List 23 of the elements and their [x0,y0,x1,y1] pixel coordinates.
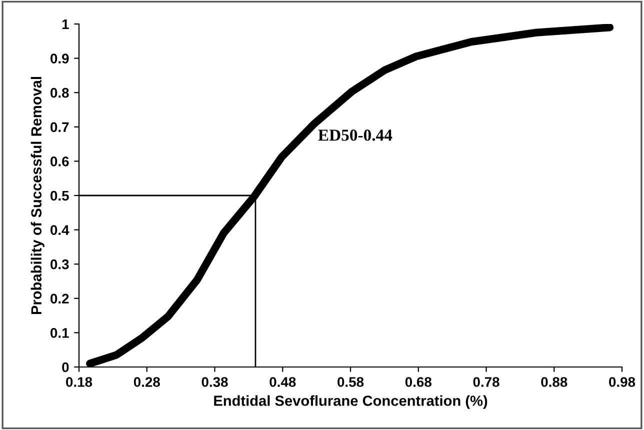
annotation: ED50-0.44 [318,130,392,141]
y-axis-title: Probability of Successful Removal [30,76,44,314]
y-tick-label: 0.8 [50,88,69,98]
y-tick-label: 0.1 [50,328,69,338]
y-tick-label: 0.2 [50,294,69,304]
y-tick-label: 0.7 [50,122,69,132]
x-axis-title: Endtidal Sevoflurane Concentration (%) [214,395,488,409]
y-tick-label: 0.4 [50,225,70,235]
x-tick-label: 0.78 [473,377,500,387]
y-tick-label: 0.9 [50,54,69,64]
y-tick-label: 1 [62,19,69,30]
y-tick-label: 0.5 [50,190,69,201]
x-tick-label: 0.88 [541,377,568,387]
x-tick-label: 0.38 [202,377,228,387]
x-tick-label: 0.58 [338,377,364,387]
x-tick-label: 0.48 [270,377,296,387]
y-tick-label: 0 [62,362,69,372]
y-tick-label: 0.3 [50,259,69,270]
x-tick-label: 0.28 [134,377,160,387]
y-tick-label: 0.6 [50,156,69,166]
x-tick-label: 0.98 [609,377,636,387]
x-tick-label: 0.68 [405,377,432,387]
x-tick-label: 0.18 [66,377,92,387]
